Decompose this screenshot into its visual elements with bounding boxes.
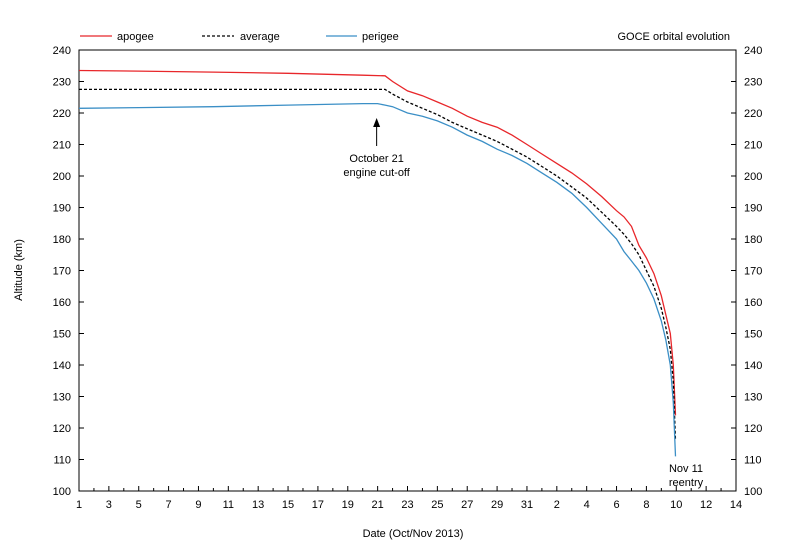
plot-frame (78, 49, 737, 492)
x-tick-label: 21 (372, 499, 384, 511)
y-tick-label-right: 210 (744, 140, 762, 152)
y-tick-label: 240 (53, 45, 71, 57)
x-tick-label: 3 (106, 499, 112, 511)
y-axis-left: 100 110 120 130 140 150 160 170 180 190 200 210 220 2… (53, 45, 84, 498)
y-tick-label: 170 (53, 266, 71, 278)
y-tick-label: 120 (53, 423, 71, 435)
annotation-reentry: reentry (669, 477, 704, 489)
x-tick-label: 14 (730, 499, 742, 511)
y-tick-label: 190 (53, 203, 71, 215)
y-tick-label: 100 (53, 486, 71, 498)
y-tick-label-right: 140 (744, 360, 762, 372)
x-tick-label: 2 (554, 499, 560, 511)
y-tick-label: 220 (53, 108, 71, 120)
series-average (79, 88, 677, 441)
y-tick-label-right: 180 (744, 234, 762, 246)
y-tick-label: 210 (53, 140, 71, 152)
x-tick-label: 10 (670, 499, 682, 511)
annotation-reentry: Nov 11 (669, 463, 703, 475)
x-tick-label: 9 (195, 499, 201, 511)
x-tick-label: 19 (342, 499, 354, 511)
x-tick-label: 27 (461, 499, 473, 511)
y-tick-label-right: 120 (744, 423, 762, 435)
legend-label-average: average (240, 31, 280, 43)
x-axis: 1 3 5 7 9 11 13 15 17 19 21 23 25 27 29 31 2 4 6 8 10 12 14 (76, 486, 742, 511)
y-tick-label: 140 (53, 360, 71, 372)
y-tick-label-right: 110 (744, 455, 762, 467)
y-tick-label-right: 160 (744, 297, 762, 309)
x-tick-label: 7 (166, 499, 172, 511)
y-tick-label-right: 200 (744, 171, 762, 183)
y-tick-label: 110 (53, 455, 71, 467)
y-axis-label: Altitude (km) (13, 239, 25, 301)
x-tick-label: 25 (431, 499, 443, 511)
y-tick-label: 150 (53, 329, 71, 341)
legend-label-apogee: apogee (117, 31, 154, 43)
y-tick-label: 200 (53, 171, 71, 183)
y-tick-label: 230 (53, 77, 71, 89)
series-layer (78, 69, 677, 457)
x-tick-label: 12 (700, 499, 712, 511)
y-tick-label-right: 230 (744, 77, 762, 89)
x-tick-label: 4 (584, 499, 590, 511)
x-tick-label: 1 (76, 499, 82, 511)
series-perigee (78, 102, 677, 457)
legend-label-perigee: perigee (362, 31, 399, 43)
x-tick-label: 8 (643, 499, 649, 511)
legend: apogee average perigee (80, 31, 399, 43)
y-tick-label: 180 (53, 234, 71, 246)
x-tick-label: 23 (401, 499, 413, 511)
y-tick-label-right: 130 (744, 392, 762, 404)
x-axis-label: Date (Oct/Nov 2013) (363, 528, 464, 540)
annotation-engine-cutoff: engine cut-off (343, 167, 410, 179)
y-tick-label: 130 (53, 392, 71, 404)
y-tick-label-right: 240 (744, 45, 762, 57)
y-tick-label-right: 190 (744, 203, 762, 215)
x-tick-label: 15 (282, 499, 294, 511)
x-tick-label: 31 (521, 499, 533, 511)
series-apogee (78, 69, 677, 416)
chart-title: GOCE orbital evolution (618, 31, 731, 43)
y-tick-label-right: 100 (744, 486, 762, 498)
y-axis-right: 100 110 120 130 140 150 160 170 180 190 200 210 220 2… (731, 45, 762, 498)
x-tick-label: 6 (613, 499, 619, 511)
y-tick-label-right: 170 (744, 266, 762, 278)
y-tick-label-right: 220 (744, 108, 762, 120)
x-tick-label: 17 (312, 499, 324, 511)
annotations: October 21 engine cut-off Nov 11 reentry (343, 118, 704, 489)
x-tick-label: 11 (223, 499, 234, 511)
arrow-head (373, 118, 381, 127)
annotation-engine-cutoff: October 21 (349, 153, 403, 165)
x-tick-label: 5 (136, 499, 142, 511)
x-tick-label: 29 (491, 499, 503, 511)
x-tick-label: 13 (252, 499, 264, 511)
y-tick-label: 160 (53, 297, 71, 309)
y-tick-label-right: 150 (744, 329, 762, 341)
